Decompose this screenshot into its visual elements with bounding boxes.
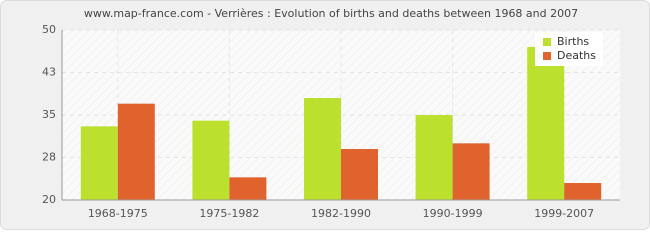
y-tick-label: 35	[42, 108, 56, 121]
bar	[117, 103, 155, 200]
bar	[527, 47, 565, 200]
bar	[452, 143, 490, 200]
x-tick-label: 1968-1975	[88, 207, 148, 220]
legend-label: Births	[557, 35, 589, 48]
y-tick-label: 28	[42, 151, 56, 164]
y-tick-label: 50	[42, 23, 56, 36]
x-tick-label: 1975-1982	[199, 207, 259, 220]
bar	[341, 149, 378, 200]
legend-label: Deaths	[557, 49, 596, 62]
bar	[415, 115, 453, 200]
bar	[229, 177, 267, 200]
chart-title: www.map-france.com - Verrières : Evoluti…	[84, 7, 578, 20]
bar	[192, 120, 230, 200]
x-tick-label: 1990-1999	[423, 207, 483, 220]
y-tick-label: 20	[42, 193, 56, 206]
legend-swatch	[543, 38, 551, 46]
x-tick-label: 1982-1990	[311, 207, 371, 220]
legend-swatch	[543, 52, 551, 60]
bar	[304, 98, 341, 200]
bar	[564, 183, 602, 200]
bar	[80, 126, 118, 200]
legend-box	[535, 32, 603, 66]
chart: www.map-france.com - Verrières : Evoluti…	[0, 0, 650, 230]
y-tick-label: 43	[42, 66, 56, 79]
x-tick-label: 1999-2007	[534, 207, 594, 220]
